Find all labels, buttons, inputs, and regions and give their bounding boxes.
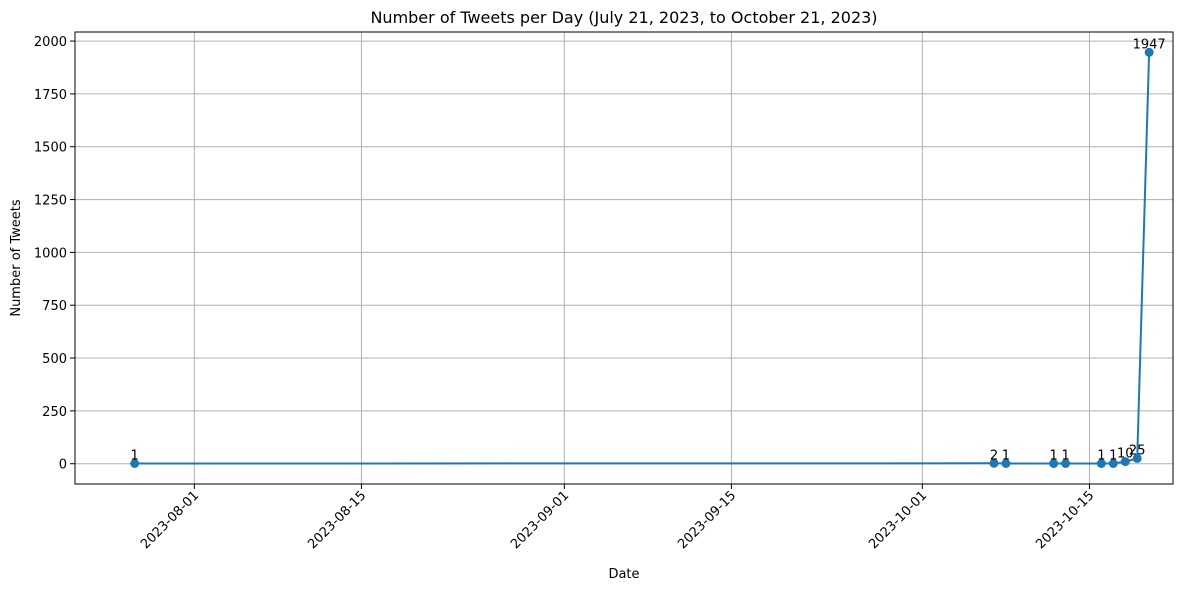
y-tick-label: 750 — [42, 299, 67, 314]
data-point — [1144, 47, 1154, 57]
data-label: 1947 — [1133, 37, 1166, 52]
y-tick-label: 250 — [42, 405, 67, 420]
x-tick-label: 2023-10-01 — [866, 488, 930, 552]
data-point — [1061, 459, 1071, 469]
data-point — [1120, 457, 1130, 467]
x-tick-label: 2023-08-01 — [138, 488, 202, 552]
data-point — [1132, 453, 1142, 463]
series-group — [130, 47, 1154, 469]
y-tick-label: 2000 — [34, 35, 67, 50]
x-axis-ticks: 2023-08-01 2023-08-15 2023-09-01 2023-09-15… — [138, 484, 1097, 552]
x-tick-label: 2023-09-15 — [675, 488, 739, 552]
x-axis-label: Date — [608, 567, 639, 582]
y-tick-label: 0 — [59, 458, 67, 473]
y-tick-label: 500 — [42, 352, 67, 367]
data-point — [989, 458, 999, 468]
y-tick-label: 1000 — [34, 246, 67, 261]
data-point — [1108, 459, 1118, 469]
series-line — [134, 52, 1151, 465]
x-tick-label: 2023-10-15 — [1033, 488, 1097, 552]
data-label: 1 — [131, 449, 139, 464]
data-label: 10 — [1117, 447, 1134, 462]
data-label: 1 — [1050, 449, 1058, 464]
data-point — [130, 459, 140, 469]
data-label: 2 — [990, 448, 998, 463]
x-tick-label: 2023-09-01 — [508, 488, 572, 552]
data-label: 1 — [1002, 449, 1010, 464]
y-axis-ticks: 0 250 500 750 1000 1250 1500 1750 2000 — [34, 35, 75, 473]
y-axis-label: Number of Tweets — [9, 199, 24, 317]
data-point — [1049, 459, 1059, 469]
grid-lines — [75, 32, 1173, 484]
data-point — [1001, 459, 1011, 469]
plot-area-frame — [74, 31, 1174, 485]
y-tick-label: 1250 — [34, 194, 67, 209]
y-tick-label: 1500 — [34, 141, 67, 156]
data-label: 25 — [1129, 443, 1146, 458]
data-label: 1 — [1109, 449, 1117, 464]
data-label: 1 — [1097, 449, 1105, 464]
data-label: 1 — [1061, 449, 1069, 464]
data-point — [1096, 459, 1106, 469]
chart-title: Number of Tweets per Day (July 21, 2023,… — [370, 8, 877, 27]
y-tick-label: 1750 — [34, 88, 67, 103]
x-tick-label: 2023-08-15 — [305, 488, 369, 552]
